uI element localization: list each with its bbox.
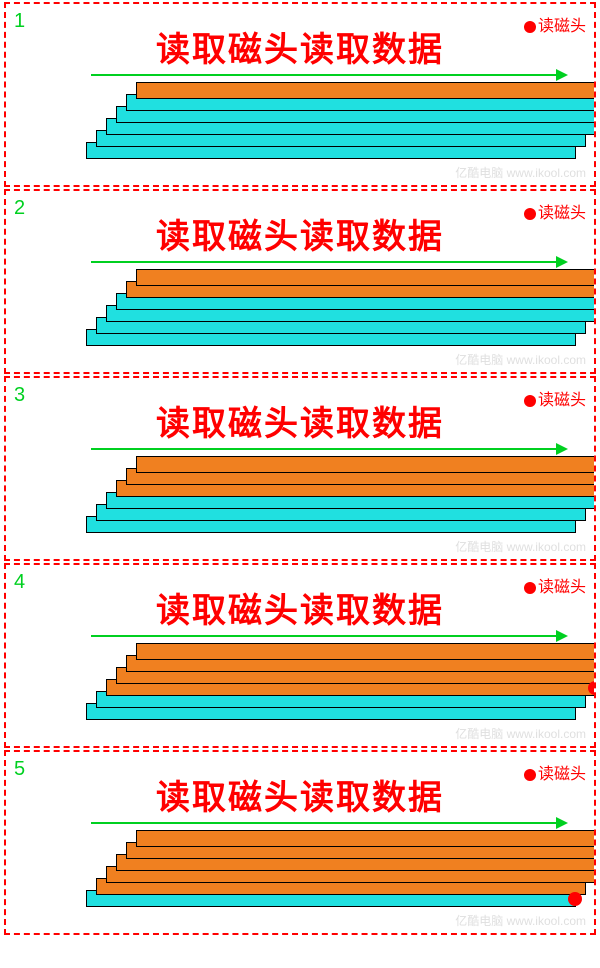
- panel-5: 5读磁头读取磁头读取数据亿酷电脑 www.ikool.com: [4, 750, 596, 935]
- panel-title: 读取磁头读取数据: [6, 396, 594, 445]
- arrow: [91, 74, 564, 76]
- arrow-head-icon: [556, 256, 568, 268]
- panel-3: 3读磁头读取磁头读取数据亿酷电脑 www.ikool.com: [4, 376, 596, 561]
- arrow: [91, 261, 564, 263]
- layer: [136, 830, 596, 847]
- panel-2: 2读磁头读取磁头读取数据亿酷电脑 www.ikool.com: [4, 189, 596, 374]
- layer: [136, 82, 596, 99]
- watermark: 亿酷电脑 www.ikool.com: [455, 354, 586, 366]
- arrow-head-icon: [556, 817, 568, 829]
- watermark: 亿酷电脑 www.ikool.com: [455, 728, 586, 740]
- watermark: 亿酷电脑 www.ikool.com: [455, 541, 586, 553]
- panel-title: 读取磁头读取数据: [6, 583, 594, 632]
- arrow: [91, 448, 564, 450]
- layer: [136, 456, 596, 473]
- watermark: 亿酷电脑 www.ikool.com: [455, 167, 586, 179]
- arrow-head-icon: [556, 69, 568, 81]
- read-head-dot: [568, 892, 582, 906]
- arrow-head-icon: [556, 443, 568, 455]
- arrow-head-icon: [556, 630, 568, 642]
- arrow: [91, 822, 564, 824]
- panel-title: 读取磁头读取数据: [6, 209, 594, 258]
- layer: [136, 643, 596, 660]
- layer: [136, 269, 596, 286]
- read-head-dot: [588, 681, 596, 695]
- arrow: [91, 635, 564, 637]
- panel-title: 读取磁头读取数据: [6, 22, 594, 71]
- panel-title: 读取磁头读取数据: [6, 770, 594, 819]
- watermark: 亿酷电脑 www.ikool.com: [455, 915, 586, 927]
- panel-4: 4读磁头读取磁头读取数据亿酷电脑 www.ikool.com: [4, 563, 596, 748]
- panel-1: 1读磁头读取磁头读取数据亿酷电脑 www.ikool.com: [4, 2, 596, 187]
